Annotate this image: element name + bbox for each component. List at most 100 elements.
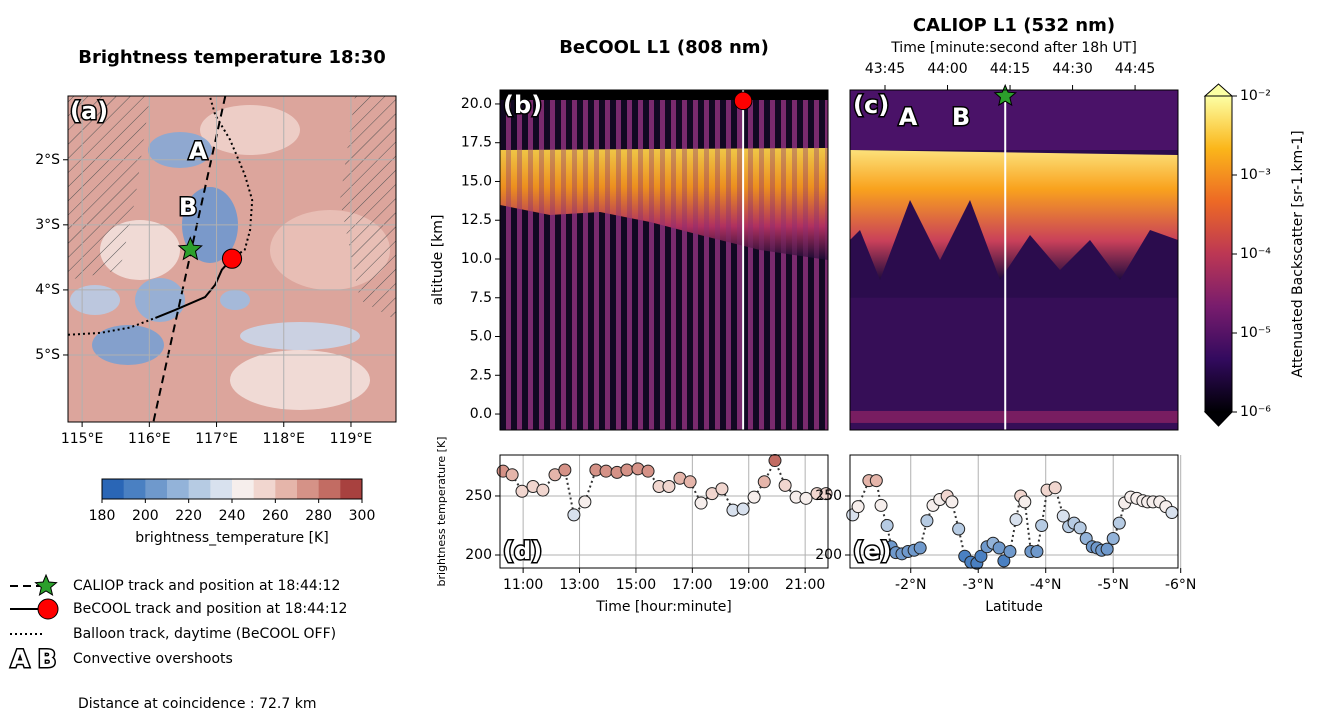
point: [778, 478, 792, 492]
y-tick-label: 200: [465, 547, 492, 563]
x-tick-label: 17:00: [672, 577, 712, 593]
point: [1030, 544, 1044, 558]
point: [997, 554, 1011, 568]
colorbar-tick-label: 10⁻⁴: [1240, 246, 1271, 262]
x2-tick-label: 43:45: [865, 61, 905, 77]
point: [662, 480, 676, 494]
y-tick-label: 4°S: [35, 282, 60, 298]
point: [974, 549, 988, 563]
x2-tick-label: 44:30: [1052, 61, 1092, 77]
colorbar-bin: [340, 479, 363, 499]
point: [768, 454, 782, 468]
point: [1035, 518, 1049, 532]
marker-circle: [733, 91, 753, 111]
chart-title: CALIOP L1 (532 nm): [913, 15, 1115, 36]
axes-frame: [499, 454, 829, 569]
panel-label: (a): [70, 97, 108, 125]
x-tick-label: 19:00: [729, 577, 769, 593]
point: [819, 487, 833, 501]
colorbar-bin: [102, 479, 125, 499]
x-tick-label: 15:00: [616, 577, 656, 593]
y-axis-label: altitude [km]: [430, 215, 446, 306]
colorbar-tick-label: 240: [219, 508, 246, 524]
colorbar-label: brightness_temperature [K]: [135, 530, 328, 546]
x-tick-label: 21:00: [785, 577, 825, 593]
curtain-stripes: [500, 148, 828, 268]
point: [536, 483, 550, 497]
legend-label: CALIOP track and position at 18:44:12: [73, 578, 340, 594]
colorbar-tick-label: 10⁻²: [1240, 88, 1271, 104]
annotation: A: [899, 103, 918, 131]
colorbar-bin: [145, 479, 168, 499]
x-axis-label: Time [hour:minute]: [595, 599, 732, 615]
axes-frame: [67, 95, 397, 423]
panel-label: (b): [503, 91, 542, 119]
x-tick-label: 119°E: [330, 431, 373, 447]
x-tick-label: -2°N: [895, 577, 926, 593]
y-tick-label: 2.5: [470, 367, 492, 383]
point: [913, 541, 927, 555]
colorbar-tick-label: 180: [89, 508, 116, 524]
point: [869, 474, 883, 488]
panel-label: (c): [853, 91, 889, 119]
point: [641, 464, 655, 478]
y-tick-label: 10.0: [461, 251, 492, 267]
annotation: A: [189, 137, 208, 165]
y-tick-label: 3°S: [35, 217, 60, 233]
colorbar-tick-label: 300: [349, 508, 376, 524]
colorbar-bin: [210, 479, 233, 499]
hatched-area: [68, 96, 150, 280]
x2-tick-label: 44:45: [1115, 61, 1155, 77]
bt-field: [220, 290, 250, 310]
colorbar-extend: [1203, 411, 1234, 427]
point: [558, 463, 572, 477]
colorbar-tick-label: 260: [262, 508, 289, 524]
colorbar-tick-label: 10⁻⁶: [1240, 404, 1271, 420]
curtain-top: [850, 90, 1178, 150]
point: [952, 522, 966, 536]
colorbar-bin: [232, 479, 255, 499]
surface: [850, 410, 1178, 423]
x2-tick-label: 44:15: [990, 61, 1030, 77]
bt-field: [92, 325, 164, 365]
point: [1048, 481, 1062, 495]
bt-field: [200, 105, 300, 155]
marker-star: [993, 83, 1017, 107]
point: [920, 514, 934, 528]
point: [1018, 495, 1032, 509]
colorbar-label: Attenuated Backscatter [sr-1.km-1]: [1290, 130, 1306, 377]
legend-label: Balloon track, daytime (BeCOOL OFF): [73, 626, 336, 642]
y-tick-label: 20.0: [461, 96, 492, 112]
axes-frame: [499, 89, 829, 431]
colorbar-bin: [253, 479, 276, 499]
colorbar-tick-label: 280: [305, 508, 332, 524]
x-tick-label: 13:00: [559, 577, 599, 593]
legend-marker: [34, 573, 58, 596]
curtain-top: [500, 90, 828, 100]
point: [599, 464, 613, 478]
colorbar-tick-label: 200: [132, 508, 159, 524]
y-tick-label: 0.0: [470, 406, 492, 422]
x-tick-label: -6°N: [1165, 577, 1196, 593]
point: [880, 518, 894, 532]
point: [715, 482, 729, 496]
y-tick-label: 15.0: [461, 173, 492, 189]
x-tick-label: 11:00: [503, 577, 543, 593]
curtain-low: [850, 297, 1178, 430]
chart-title: Brightness temperature 18:30: [78, 47, 386, 68]
bt-field: [240, 322, 360, 350]
legend-icon: B: [38, 645, 56, 673]
cloud-band: [850, 150, 1178, 280]
point: [1003, 544, 1017, 558]
marker-star: [177, 236, 203, 261]
panel-label: (e): [853, 537, 891, 565]
point: [1106, 531, 1120, 545]
point: [694, 496, 708, 510]
colorbar-tick-label: 10⁻³: [1240, 167, 1271, 183]
point: [747, 490, 761, 504]
colorbar-bin: [318, 479, 341, 499]
point: [578, 495, 592, 509]
chart-title: BeCOOL L1 (808 nm): [559, 37, 769, 58]
point: [567, 508, 581, 522]
point: [515, 484, 529, 498]
